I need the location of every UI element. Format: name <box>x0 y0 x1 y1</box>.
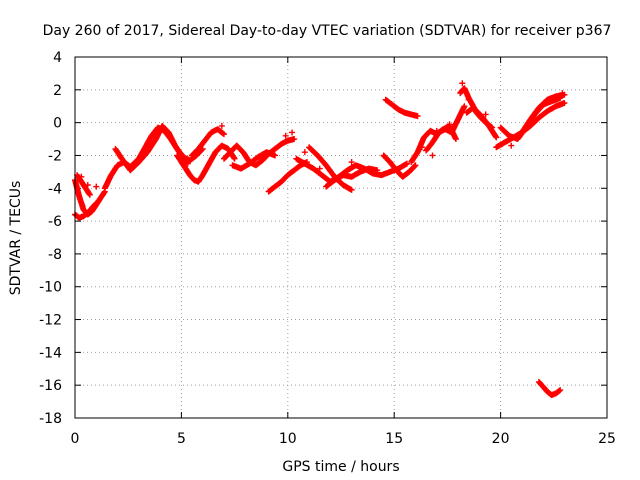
x-tick-label: 0 <box>71 431 80 447</box>
y-tick-label: -2 <box>48 148 62 164</box>
x-tick-label: 15 <box>385 431 403 447</box>
data-series <box>72 80 568 398</box>
x-tick-label: 25 <box>598 431 616 447</box>
x-tick-label: 10 <box>279 431 297 447</box>
y-axis-label: SDTVAR / TECUs <box>8 181 24 296</box>
y-tick-label: 0 <box>53 116 62 132</box>
data-segment-14 <box>380 152 418 180</box>
x-tick-label: 5 <box>177 431 186 447</box>
data-point <box>348 186 355 193</box>
data-point <box>291 136 298 143</box>
data-point <box>93 200 100 207</box>
data-segment-4 <box>101 124 205 192</box>
axis-ticks <box>74 56 608 419</box>
data-point <box>412 162 419 169</box>
data-point <box>84 181 91 188</box>
grid-lines <box>75 57 607 418</box>
data-point <box>289 129 296 136</box>
y-tick-label: 2 <box>53 83 62 99</box>
y-tick-label: -14 <box>39 345 62 361</box>
data-point <box>220 131 227 138</box>
data-point <box>459 80 466 87</box>
data-segment-22 <box>518 100 567 136</box>
data-point <box>403 160 410 167</box>
data-segment-8 <box>221 136 297 169</box>
data-point <box>508 142 515 149</box>
data-segment-5 <box>112 122 190 174</box>
data-point <box>465 96 472 103</box>
data-point <box>301 149 308 156</box>
data-point <box>452 136 459 143</box>
data-segment-21 <box>497 95 563 142</box>
chart-title: Day 260 of 2017, Sidereal Day-to-day VTE… <box>43 23 612 39</box>
data-point <box>446 121 453 128</box>
data-point <box>489 124 496 131</box>
data-point <box>93 183 100 190</box>
data-segment-13 <box>323 165 379 190</box>
data-point <box>220 130 226 137</box>
y-tick-label: -10 <box>39 280 62 296</box>
data-segment-19 <box>463 104 495 130</box>
data-point <box>429 152 436 159</box>
y-tick-label: -8 <box>48 247 62 263</box>
data-point <box>559 90 566 97</box>
data-point <box>348 159 355 166</box>
data-segment-23 <box>535 378 563 398</box>
y-tick-label: -16 <box>39 378 62 394</box>
x-tick-label: 20 <box>492 431 510 447</box>
data-point <box>557 95 564 102</box>
data-point <box>482 111 489 118</box>
x-axis-label: GPS time / hours <box>282 459 399 475</box>
plot-frame <box>74 56 608 419</box>
data-point <box>418 144 425 151</box>
y-tick-label: 4 <box>53 50 62 66</box>
data-point <box>231 155 238 162</box>
data-point <box>282 132 289 139</box>
data-point <box>433 127 440 134</box>
data-point <box>86 191 93 198</box>
data-point <box>411 163 418 170</box>
data-point <box>493 134 500 141</box>
y-tick-label: -18 <box>39 411 62 427</box>
data-point <box>272 152 279 159</box>
data-segment-2 <box>72 200 99 221</box>
data-point <box>78 173 85 180</box>
data-point <box>561 99 568 106</box>
data-segment-7 <box>189 126 226 159</box>
y-tick-labels: -18 -16 -14 -12 -10 -8 -6 -4 -2 0 2 4 <box>39 50 62 427</box>
y-tick-label: -4 <box>48 181 62 197</box>
data-point <box>461 103 468 110</box>
data-point <box>557 387 564 394</box>
y-tick-label: -12 <box>39 313 62 329</box>
data-point <box>414 113 421 120</box>
data-segment-12 <box>306 144 354 193</box>
x-tick-labels: 0 5 10 15 20 25 <box>71 431 616 447</box>
data-point <box>218 122 225 129</box>
data-point <box>184 160 191 167</box>
data-point <box>316 165 323 172</box>
data-segment-15 <box>382 96 420 119</box>
data-segment-9 <box>229 149 277 172</box>
data-point <box>374 167 381 174</box>
y-tick-label: -6 <box>48 214 62 230</box>
